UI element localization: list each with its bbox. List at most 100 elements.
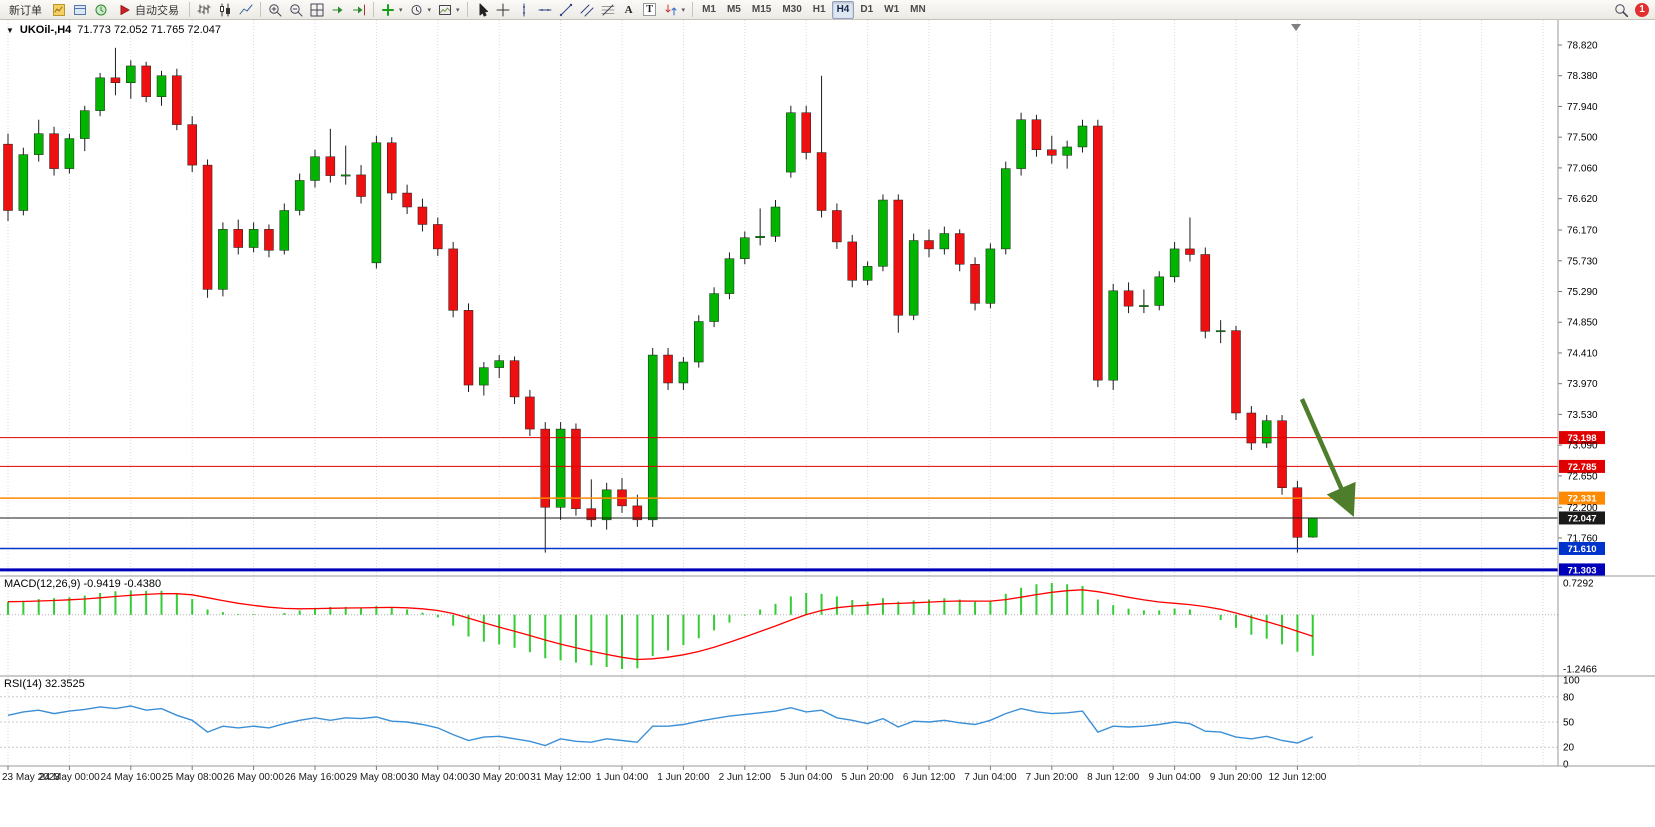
auto-trading-button[interactable]: 自动交易 — [112, 1, 185, 19]
candle — [832, 203, 842, 249]
dropdown-caret-icon[interactable]: ▾ — [456, 6, 460, 14]
candle — [601, 482, 612, 530]
candle — [1001, 161, 1011, 255]
candle — [126, 60, 136, 99]
new-order-label: 新订单 — [9, 4, 42, 17]
price-tag: 72.785 — [1559, 459, 1605, 473]
toolbar-separator — [189, 2, 190, 17]
candle — [356, 165, 366, 204]
svg-text:71.303: 71.303 — [1567, 565, 1596, 576]
timeframe-m5-button[interactable]: M5 — [722, 1, 746, 19]
chart-shift-icon — [352, 3, 366, 17]
candle — [18, 147, 29, 216]
candle — [586, 479, 597, 527]
auto-scroll-icon — [331, 3, 345, 17]
indicators-button[interactable]: ▾ — [378, 1, 406, 19]
candle — [279, 203, 290, 255]
chart-shift-marker-icon[interactable] — [1291, 24, 1301, 31]
candle — [1139, 289, 1149, 314]
candle — [187, 116, 197, 173]
auto-scroll-button[interactable] — [328, 1, 348, 19]
svg-text:77.940: 77.940 — [1567, 102, 1598, 113]
zoom-in-button[interactable] — [265, 1, 285, 19]
timeframe-h1-button[interactable]: H1 — [808, 1, 831, 19]
candle — [218, 222, 228, 297]
candle — [64, 133, 75, 174]
dropdown-caret-icon[interactable]: ▾ — [681, 6, 686, 14]
svg-text:75.730: 75.730 — [1567, 256, 1598, 267]
tile-windows-button[interactable] — [307, 1, 327, 19]
candle — [233, 219, 243, 255]
vertical-line-button[interactable] — [514, 1, 534, 19]
candle — [555, 422, 566, 520]
trend-arrow-annotation[interactable] — [1299, 398, 1356, 517]
candle — [770, 200, 781, 242]
price-tag: 71.610 — [1559, 541, 1605, 555]
timeframe-m15-button[interactable]: M15 — [747, 1, 776, 19]
quotes-window-button[interactable] — [49, 1, 69, 19]
svg-text:24 May 00:00: 24 May 00:00 — [39, 772, 100, 783]
notification-badge[interactable]: 1 — [1635, 2, 1649, 17]
chart-window[interactable]: 73.198 72.785 72.331 72.047 71.610 71.303 78.8… — [0, 20, 1655, 827]
chart-canvas[interactable]: 73.198 72.785 72.331 72.047 71.610 71.303 78.8… — [0, 20, 1655, 827]
horizontal-line-button[interactable] — [535, 1, 555, 19]
arrows-button[interactable]: ▾ — [661, 1, 689, 19]
market-watch-button[interactable] — [91, 1, 111, 19]
svg-text:76.170: 76.170 — [1567, 226, 1598, 237]
svg-text:26 May 16:00: 26 May 16:00 — [285, 772, 346, 783]
chart-shift-button[interactable] — [349, 1, 369, 19]
svg-text:74.850: 74.850 — [1567, 318, 1598, 329]
price-tag: 72.047 — [1559, 511, 1605, 525]
candle — [402, 184, 412, 214]
periods-button[interactable]: ▾ — [407, 1, 435, 19]
candle — [1154, 271, 1164, 311]
timeframe-h4-button[interactable]: H4 — [831, 0, 855, 19]
trendline-button[interactable] — [556, 1, 576, 19]
candles-layer — [3, 47, 1318, 553]
label-tool-glyph: T — [643, 3, 656, 16]
timeframe-d1-button[interactable]: D1 — [855, 1, 878, 19]
candle — [33, 119, 44, 162]
toolbar-separator — [260, 2, 261, 17]
line-chart-button[interactable] — [236, 1, 256, 19]
svg-text:73.090: 73.090 — [1567, 441, 1598, 452]
dropdown-caret-icon[interactable]: ▾ — [399, 6, 403, 14]
candle — [494, 355, 504, 379]
cursor-button[interactable] — [472, 1, 492, 19]
tile-windows-icon — [310, 3, 324, 17]
search-button[interactable] — [1611, 1, 1631, 19]
templates-button[interactable]: ▾ — [435, 1, 463, 19]
profiles-button[interactable] — [70, 1, 90, 19]
templates-icon — [438, 3, 452, 17]
text-label-button[interactable]: T — [640, 1, 660, 19]
candle — [264, 224, 274, 258]
candle — [1169, 241, 1180, 283]
svg-text:1 Jun 20:00: 1 Jun 20:00 — [657, 772, 710, 783]
channel-button[interactable] — [577, 1, 597, 19]
svg-text:8 Jun 12:00: 8 Jun 12:00 — [1087, 772, 1140, 783]
svg-text:50: 50 — [1563, 718, 1575, 729]
candle — [970, 257, 980, 311]
timeframe-m1-button[interactable]: M1 — [697, 1, 721, 19]
bar-chart-icon — [197, 3, 211, 17]
candle — [479, 362, 489, 396]
timeframe-mn-button[interactable]: MN — [905, 1, 931, 19]
new-order-button[interactable]: 新订单 — [3, 1, 48, 19]
text-button[interactable]: A — [619, 1, 639, 19]
candle — [1246, 406, 1257, 451]
candle — [463, 303, 474, 393]
rsi-pane: 100 80 50 20 0 — [0, 676, 1580, 771]
timeframe-m30-button[interactable]: M30 — [777, 1, 806, 19]
crosshair-button[interactable] — [493, 1, 513, 19]
price-tag: 72.331 — [1559, 491, 1605, 505]
candlestick-chart-button[interactable] — [215, 1, 235, 19]
svg-text:7 Jun 20:00: 7 Jun 20:00 — [1026, 772, 1079, 783]
zoom-out-button[interactable] — [286, 1, 306, 19]
fibonacci-button[interactable] — [598, 1, 618, 19]
level-lines: 73.198 72.785 72.331 72.047 71.610 71.303 — [0, 431, 1605, 577]
candle — [387, 137, 397, 201]
timeframe-w1-button[interactable]: W1 — [879, 1, 904, 19]
pane-separators — [0, 20, 1655, 767]
bar-chart-button[interactable] — [194, 1, 214, 19]
dropdown-caret-icon[interactable]: ▾ — [427, 6, 432, 14]
